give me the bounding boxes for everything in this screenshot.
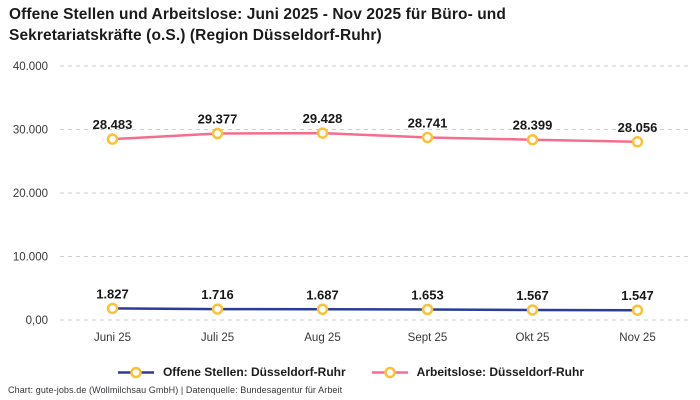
data-point-marker-offene-stellen[interactable] [211, 303, 224, 315]
data-point-marker-offene-stellen[interactable] [106, 302, 119, 315]
data-point-label-offene-stellen: 1.547 [621, 288, 654, 303]
data-point-label-arbeitslose: 29.377 [198, 112, 238, 127]
legend-label-offene-stellen: Offene Stellen: Düsseldorf-Ruhr [162, 365, 346, 379]
legend-line-marker-icon [371, 366, 408, 378]
x-axis-tick-label: Nov 25 [619, 332, 655, 344]
legend: Offene Stellen: Düsseldorf-Ruhr Arbeitslo… [0, 362, 700, 382]
legend-line-marker-icon [117, 366, 154, 378]
data-point-label-offene-stellen: 1.716 [201, 287, 234, 302]
legend-item-offene-stellen[interactable]: Offene Stellen: Düsseldorf-Ruhr [116, 365, 346, 380]
y-axis-tick-label: 20.000 [13, 188, 48, 200]
x-axis-tick-label: Juli 25 [201, 332, 234, 344]
data-point-marker-arbeitslose[interactable] [631, 136, 644, 148]
chart-title-line2: Sekretariatskräfte (o.S.) (Region Düssel… [9, 27, 382, 44]
data-point-marker-arbeitslose[interactable] [211, 127, 224, 140]
data-point-label-arbeitslose: 29.428 [303, 111, 343, 126]
data-point-label-arbeitslose: 28.483 [93, 117, 133, 132]
data-point-label-offene-stellen: 1.567 [516, 288, 549, 303]
data-point-marker-offene-stellen[interactable] [526, 304, 539, 316]
y-axis-tick-label: 30.000 [13, 125, 48, 137]
y-axis-tick-label: 0,00 [26, 315, 48, 327]
series-line-arbeitslose [111, 131, 639, 144]
data-point-marker-arbeitslose[interactable] [421, 131, 434, 144]
chart-title-line1: Offene Stellen und Arbeitslose: Juni 202… [9, 6, 506, 23]
data-point-label-offene-stellen: 1.687 [306, 287, 339, 302]
data-point-label-offene-stellen: 1.827 [96, 286, 129, 301]
y-axis-tick-label: 10.000 [13, 252, 48, 264]
data-point-label-offene-stellen: 1.653 [411, 288, 444, 303]
series-line-offene-stellen [111, 307, 639, 312]
data-point-marker-offene-stellen[interactable] [421, 303, 434, 316]
y-axis-tick-label: 40.000 [13, 61, 48, 73]
data-point-marker-offene-stellen[interactable] [316, 303, 329, 316]
data-point-label-arbeitslose: 28.056 [618, 120, 658, 135]
chart-title: Offene Stellen und Arbeitslose: Juni 202… [9, 4, 506, 46]
data-point-marker-arbeitslose[interactable] [526, 133, 539, 146]
data-point-marker-offene-stellen[interactable] [631, 304, 644, 316]
x-axis-tick-label: Juni 25 [94, 332, 131, 344]
data-point-label-arbeitslose: 28.399 [513, 118, 553, 133]
legend-label-arbeitslose: Arbeitslose: Düsseldorf-Ruhr [416, 365, 585, 379]
legend-item-arbeitslose[interactable]: Arbeitslose: Düsseldorf-Ruhr [370, 365, 584, 380]
x-axis-tick-label: Okt 25 [516, 332, 550, 344]
attribution-text: Chart: gute-jobs.de (Wollmilchsau GmbH) … [8, 385, 343, 395]
x-axis-tick-label: Sept 25 [408, 332, 448, 344]
data-point-marker-arbeitslose[interactable] [106, 133, 119, 145]
x-axis-tick-label: Aug 25 [304, 332, 340, 344]
data-point-marker-arbeitslose[interactable] [316, 127, 329, 139]
data-point-label-arbeitslose: 28.741 [408, 116, 448, 131]
